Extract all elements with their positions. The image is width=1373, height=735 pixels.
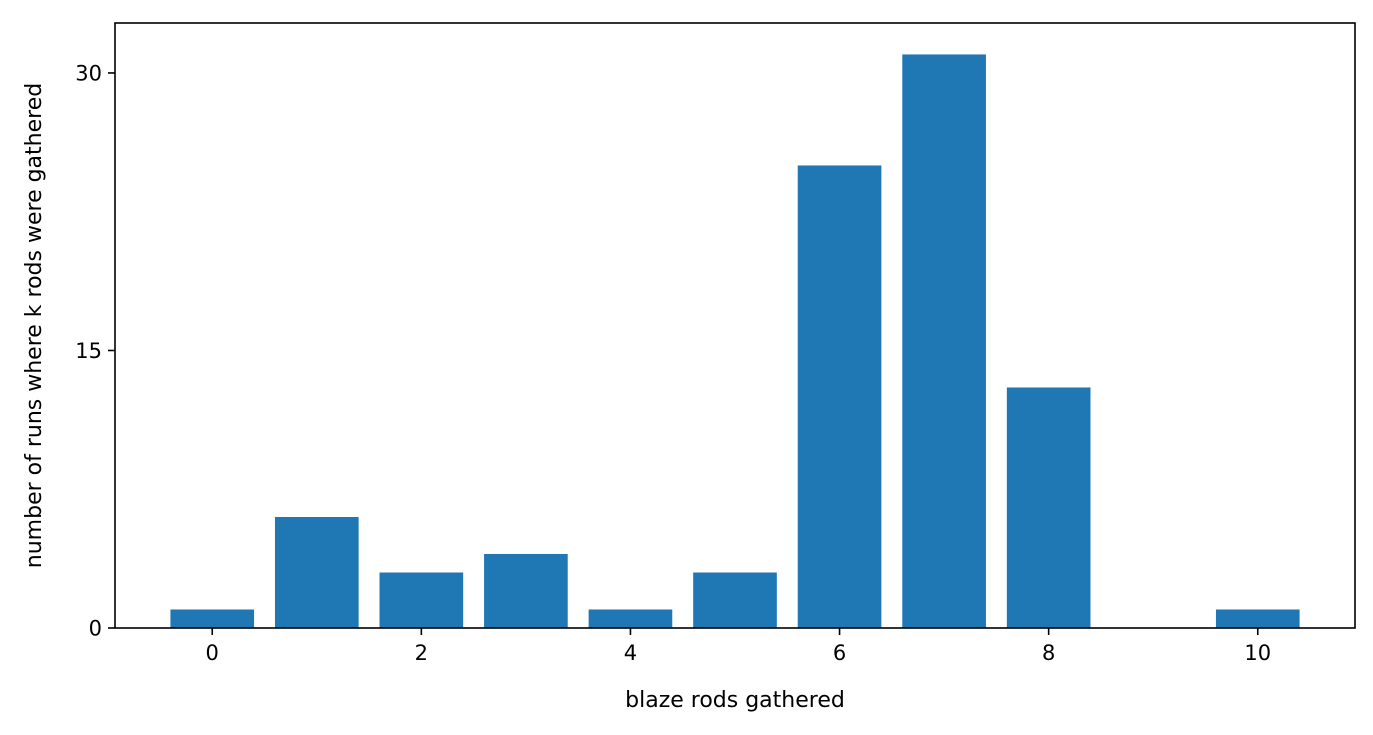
x-tick-label: 2 [415,641,428,665]
bar-6 [797,165,882,628]
bar-1 [274,516,359,628]
x-tick-label: 4 [624,641,637,665]
y-axis-label: number of runs where k rods were gathere… [22,83,47,568]
x-axis-label: blaze rods gathered [625,688,845,713]
x-ticks-group: 0 2 4 6 8 10 [206,628,1271,665]
x-tick-label: 10 [1244,641,1271,665]
bar-0 [170,609,255,628]
y-tick-label: 30 [75,61,102,85]
bar-5 [693,572,777,628]
bar-10 [1215,609,1300,628]
bars-group [170,54,1300,629]
y-tick-label: 0 [89,617,102,641]
x-tick-label: 8 [1042,641,1055,665]
axes-frame [114,22,1356,629]
bar-4 [588,609,673,628]
bar-8 [1006,387,1091,628]
bar-7 [902,54,986,629]
bar-2 [379,572,464,628]
y-ticks-group: 0 15 30 [75,61,115,641]
y-tick-label: 15 [75,339,102,363]
x-tick-label: 6 [833,641,846,665]
x-tick-label: 0 [206,641,219,665]
bar-3 [484,553,568,628]
